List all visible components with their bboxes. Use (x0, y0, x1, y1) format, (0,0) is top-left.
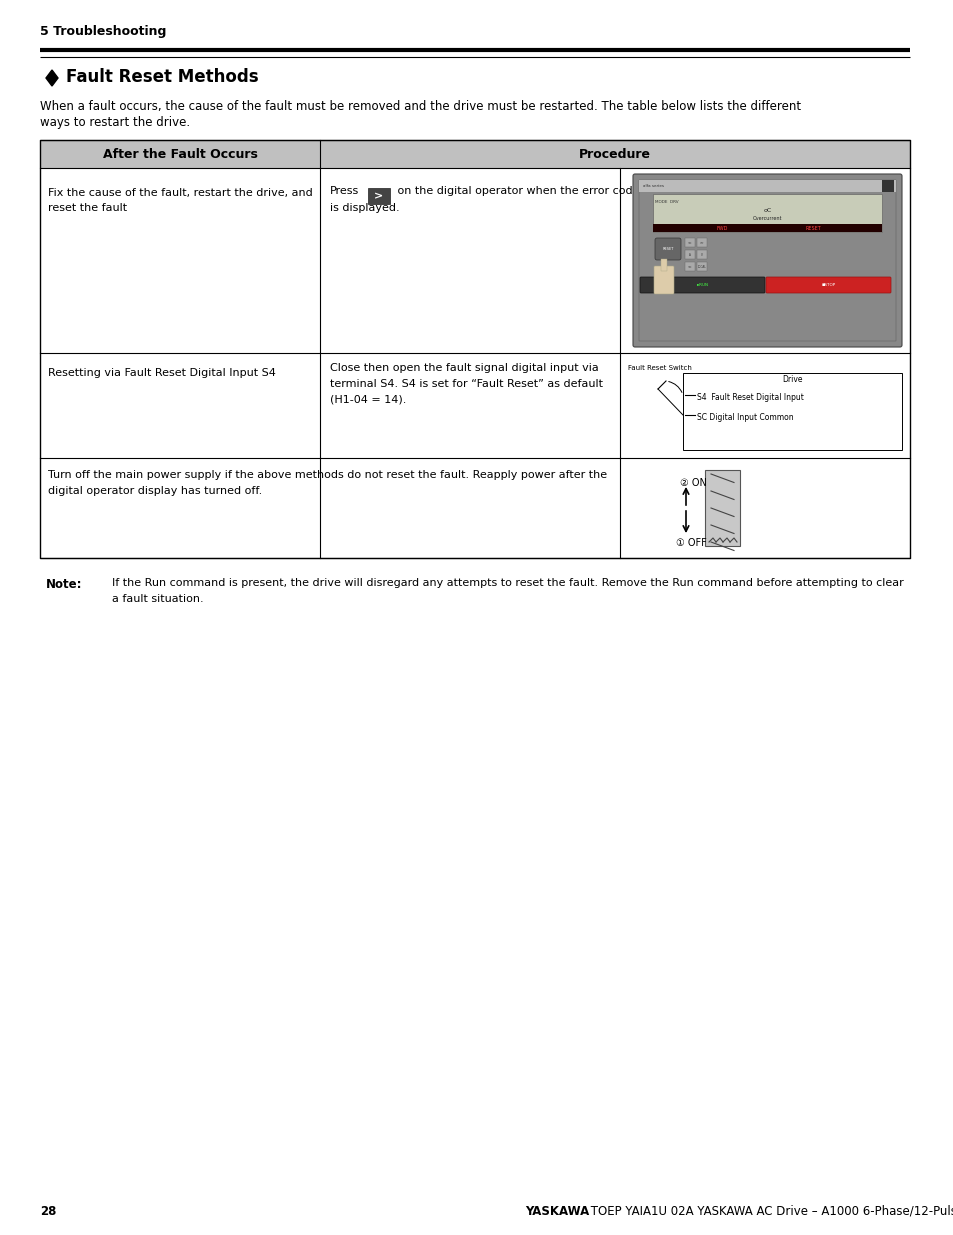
Text: is displayed.: is displayed. (330, 203, 399, 212)
Bar (639, 180, 895, 341)
Text: SC Digital Input Common: SC Digital Input Common (697, 412, 793, 422)
FancyBboxPatch shape (654, 266, 673, 294)
Text: on the digital operator when the error code: on the digital operator when the error c… (394, 186, 639, 196)
Text: ① OFF: ① OFF (676, 538, 706, 548)
Text: S4  Fault Reset Digital Input: S4 Fault Reset Digital Input (697, 393, 803, 403)
Polygon shape (46, 70, 58, 86)
Text: V: V (700, 252, 702, 257)
Text: reset the fault: reset the fault (48, 203, 127, 212)
Text: Fault Reset Methods: Fault Reset Methods (66, 68, 258, 86)
Text: a fault situation.: a fault situation. (112, 594, 203, 604)
Text: A: A (688, 252, 690, 257)
Text: Note:: Note: (46, 578, 82, 592)
Text: Press: Press (330, 186, 359, 196)
Text: digital operator display has turned off.: digital operator display has turned off. (48, 487, 262, 496)
Bar (697, 238, 706, 247)
Bar (40, 140, 909, 558)
Text: Fault Reset Switch: Fault Reset Switch (627, 366, 691, 370)
Bar (697, 262, 706, 270)
Text: Resetting via Fault Reset Digital Input S4: Resetting via Fault Reset Digital Input … (48, 368, 275, 378)
Text: Overcurrent: Overcurrent (752, 216, 781, 221)
Text: ways to restart the drive.: ways to restart the drive. (40, 116, 190, 128)
Bar (652, 194, 882, 232)
Text: Drive: Drive (781, 375, 801, 384)
Text: (H1-04 = 14).: (H1-04 = 14). (330, 395, 406, 405)
Text: RESET: RESET (804, 226, 821, 231)
Text: RESET: RESET (661, 247, 673, 251)
Text: YASKAWA: YASKAWA (524, 1205, 589, 1218)
Bar (40, 140, 909, 168)
Text: terminal S4. S4 is set for “Fault Reset” as default: terminal S4. S4 is set for “Fault Reset”… (330, 379, 602, 389)
FancyBboxPatch shape (655, 238, 680, 261)
FancyBboxPatch shape (639, 277, 764, 293)
FancyBboxPatch shape (765, 277, 890, 293)
Text: Fix the cause of the fault, restart the drive, and: Fix the cause of the fault, restart the … (48, 188, 313, 198)
Bar (684, 262, 695, 270)
Bar (684, 238, 695, 247)
Text: 5 Troubleshooting: 5 Troubleshooting (40, 25, 166, 38)
Bar (697, 249, 706, 259)
Bar (682, 373, 901, 450)
Text: >>: >> (699, 241, 703, 245)
Text: After the Fault Occurs: After the Fault Occurs (103, 147, 257, 161)
Text: <<: << (687, 241, 692, 245)
Bar (684, 249, 695, 259)
Text: ►RUN: ►RUN (696, 283, 708, 287)
Text: LOCAL: LOCAL (697, 264, 705, 268)
Text: TOEP YAIA1U 02A YASKAWA AC Drive – A1000 6-Phase/12-Pulse Input Installation Man: TOEP YAIA1U 02A YASKAWA AC Drive – A1000… (586, 1205, 953, 1218)
Bar (882, 180, 893, 191)
Text: oC: oC (762, 207, 771, 212)
Bar (368, 188, 390, 204)
Text: ◼STOP: ◼STOP (821, 283, 835, 287)
FancyBboxPatch shape (633, 174, 901, 347)
Text: If the Run command is present, the drive will disregard any attempts to reset th: If the Run command is present, the drive… (112, 578, 902, 588)
Text: Turn off the main power supply if the above methods do not reset the fault. Reap: Turn off the main power supply if the ab… (48, 471, 606, 480)
Text: <<: << (687, 264, 692, 268)
Text: >: > (374, 191, 383, 201)
Text: Close then open the fault signal digital input via: Close then open the fault signal digital… (330, 363, 598, 373)
Text: alfa series: alfa series (642, 184, 663, 188)
Bar (652, 224, 882, 232)
Text: Procedure: Procedure (578, 147, 650, 161)
Text: When a fault occurs, the cause of the fault must be removed and the drive must b: When a fault occurs, the cause of the fa… (40, 100, 801, 112)
Text: FWD: FWD (716, 226, 726, 231)
Text: ② ON: ② ON (679, 478, 706, 488)
Bar (704, 471, 740, 546)
Bar (660, 259, 666, 270)
Text: 28: 28 (40, 1205, 56, 1218)
Bar (639, 180, 895, 191)
Text: MODE  DRV: MODE DRV (655, 200, 678, 204)
